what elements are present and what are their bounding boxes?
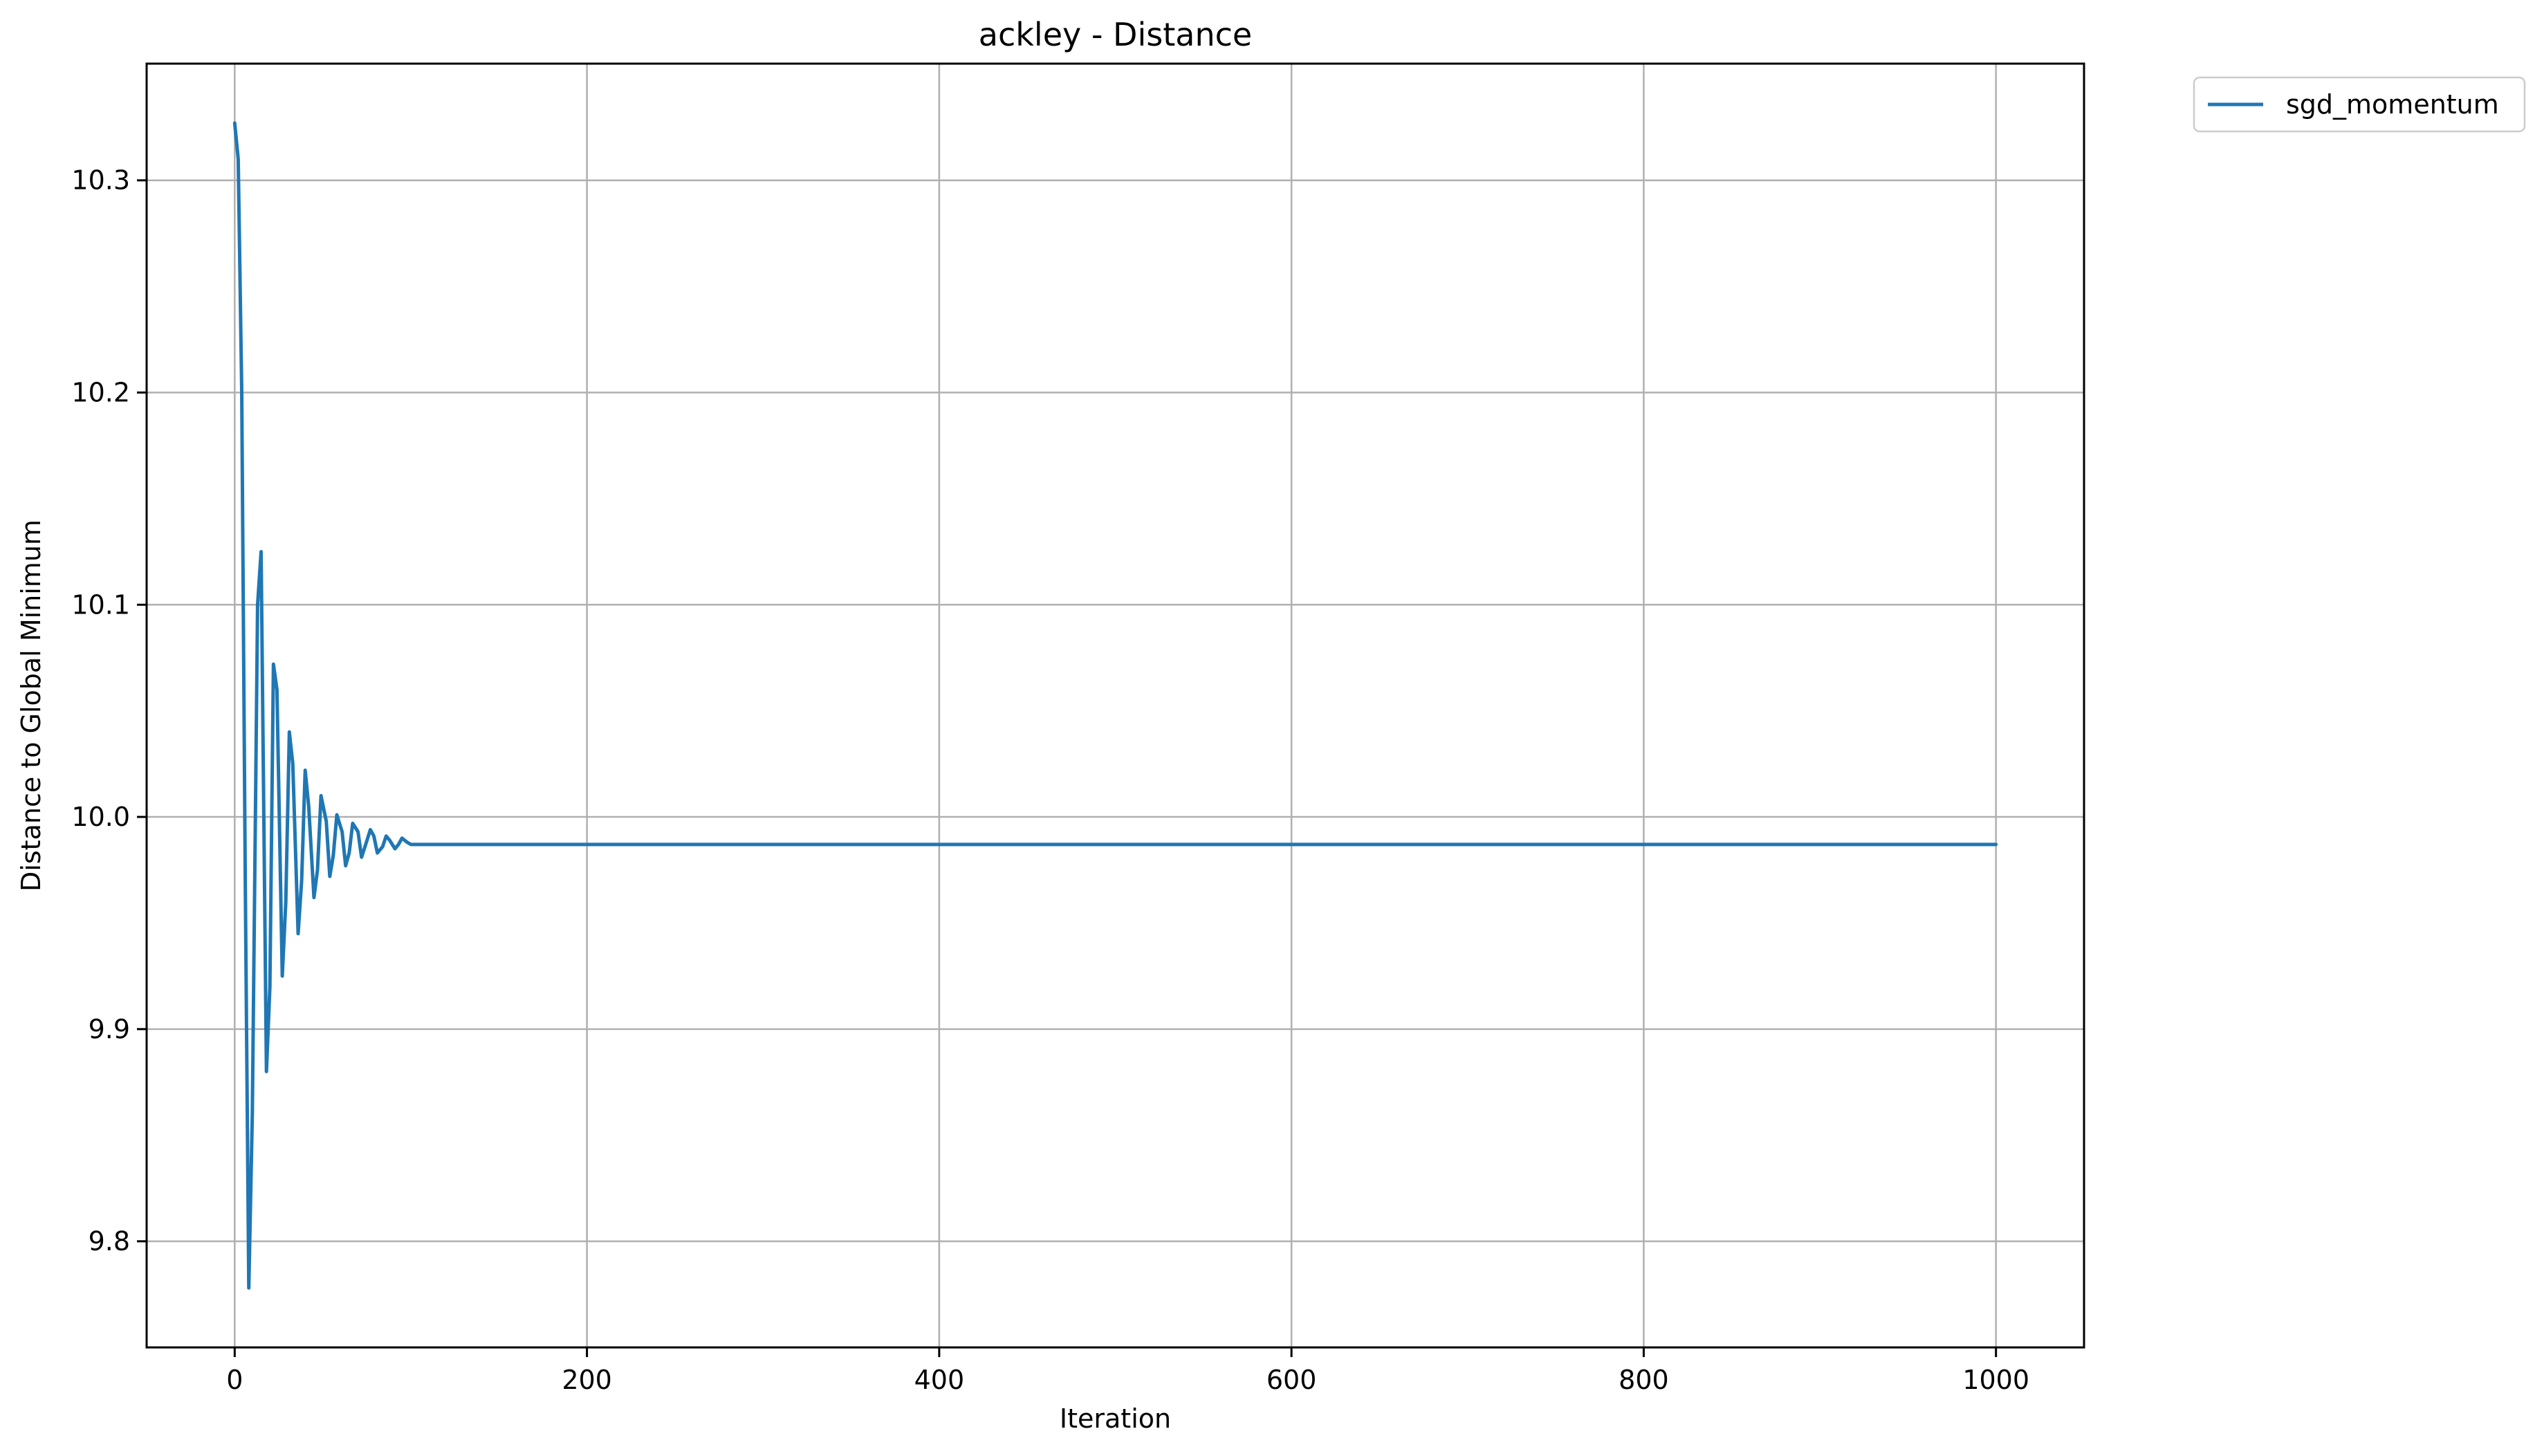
x-tick-label: 600 [1266,1365,1317,1395]
x-tick-label: 1000 [1962,1365,2029,1395]
y-tick-label: 10.0 [71,802,130,832]
y-tick-label: 9.9 [89,1014,130,1044]
y-axis-label: Distance to Global Minimum [16,519,46,892]
x-tick-label: 0 [226,1365,243,1395]
chart-title: ackley - Distance [979,16,1252,53]
x-tick-label: 800 [1619,1365,1669,1395]
legend-entry-sgd-momentum: sgd_momentum [2286,89,2499,120]
y-tick-label: 10.2 [71,378,130,408]
y-tick-label: 9.8 [89,1226,130,1257]
legend: sgd_momentum [2193,76,2526,133]
series-layer [232,121,1998,1290]
x-axis-label: Iteration [1060,1403,1171,1434]
legend-box [2193,76,2526,133]
y-tick-label: 10.3 [71,165,130,196]
series-line-sgd-momentum [232,121,1998,1290]
y-tick-label: 10.1 [71,589,130,620]
x-tick-label: 200 [562,1365,612,1395]
grid [147,64,2084,1347]
x-axis-ticks: 0 200 400 600 800 1000 [226,1347,2029,1395]
x-tick-label: 400 [914,1365,965,1395]
y-axis-ticks: 9.8 9.9 10.0 10.1 10.2 10.3 [71,165,147,1257]
plot-frame [145,62,2085,1349]
